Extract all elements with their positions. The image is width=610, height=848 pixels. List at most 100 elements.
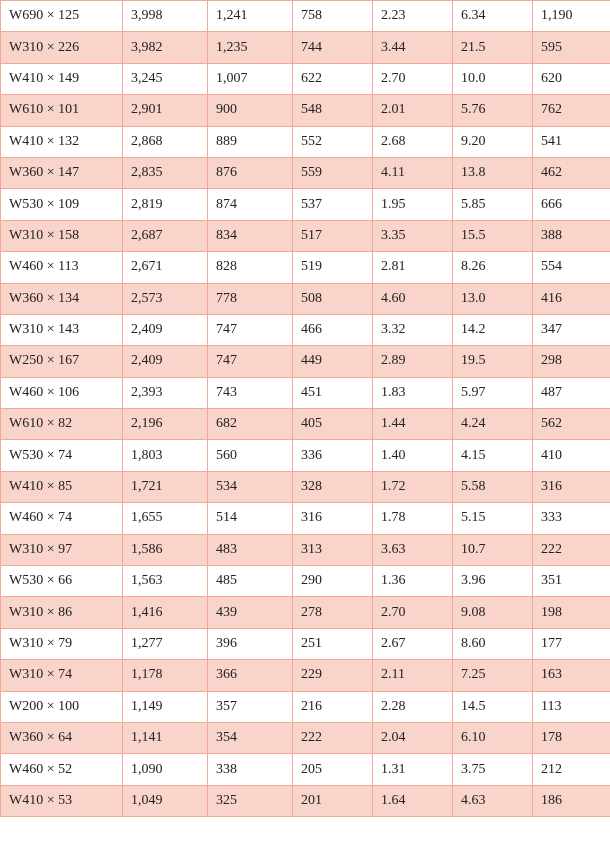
table-cell: 3.44 (373, 32, 453, 63)
table-row: W410 × 1493,2451,0076222.7010.0620 (1, 63, 610, 94)
table-cell: 2.11 (373, 660, 453, 691)
table-cell: 747 (208, 314, 293, 345)
table-cell: 4.24 (453, 409, 533, 440)
table-cell: 1,149 (123, 691, 208, 722)
table-cell: 1.36 (373, 566, 453, 597)
table-cell: W460 × 113 (1, 252, 123, 283)
table-cell: 3,998 (123, 1, 208, 32)
table-cell: 186 (533, 785, 610, 816)
table-cell: 338 (208, 754, 293, 785)
table-row: W310 × 861,4164392782.709.08198 (1, 597, 610, 628)
table-cell: 3.96 (453, 566, 533, 597)
table-cell: 1,416 (123, 597, 208, 628)
table-cell: 251 (293, 628, 373, 659)
table-cell: W460 × 74 (1, 503, 123, 534)
table-row: W310 × 2263,9821,2357443.4421.5595 (1, 32, 610, 63)
table-cell: 4.11 (373, 157, 453, 188)
table-row: W310 × 1582,6878345173.3515.5388 (1, 220, 610, 251)
table-cell: 1.72 (373, 471, 453, 502)
table-cell: 514 (208, 503, 293, 534)
table-row: W530 × 741,8035603361.404.15410 (1, 440, 610, 471)
table-row: W310 × 1432,4097474663.3214.2347 (1, 314, 610, 345)
table-row: W410 × 1322,8688895522.689.20541 (1, 126, 610, 157)
table-cell: 216 (293, 691, 373, 722)
table-cell: 743 (208, 377, 293, 408)
table-cell: 2,573 (123, 283, 208, 314)
table-cell: 4.15 (453, 440, 533, 471)
table-cell: 1,277 (123, 628, 208, 659)
table-cell: 357 (208, 691, 293, 722)
table-cell: 347 (533, 314, 610, 345)
table-cell: 900 (208, 95, 293, 126)
table-cell: 834 (208, 220, 293, 251)
table-row: W200 × 1001,1493572162.2814.5113 (1, 691, 610, 722)
table-cell: 2,409 (123, 346, 208, 377)
table-cell: 1,563 (123, 566, 208, 597)
table-cell: 366 (208, 660, 293, 691)
table-cell: 778 (208, 283, 293, 314)
table-cell: 333 (533, 503, 610, 534)
table-cell: 548 (293, 95, 373, 126)
table-cell: 595 (533, 32, 610, 63)
table-cell: 1,721 (123, 471, 208, 502)
table-cell: W310 × 97 (1, 534, 123, 565)
table-cell: 1,235 (208, 32, 293, 63)
table-cell: W530 × 66 (1, 566, 123, 597)
table-row: W530 × 661,5634852901.363.96351 (1, 566, 610, 597)
table-cell: 222 (293, 722, 373, 753)
table-cell: 1,090 (123, 754, 208, 785)
table-cell: 1.95 (373, 189, 453, 220)
table-cell: 2.01 (373, 95, 453, 126)
table-cell: 3.63 (373, 534, 453, 565)
table-cell: 205 (293, 754, 373, 785)
table-cell: 2,868 (123, 126, 208, 157)
table-cell: 15.5 (453, 220, 533, 251)
table-cell: W310 × 79 (1, 628, 123, 659)
table-cell: 2.04 (373, 722, 453, 753)
table-cell: 762 (533, 95, 610, 126)
table-cell: W360 × 134 (1, 283, 123, 314)
table-cell: W610 × 82 (1, 409, 123, 440)
table-cell: 519 (293, 252, 373, 283)
table-cell: 1,190 (533, 1, 610, 32)
table-cell: 5.58 (453, 471, 533, 502)
table-cell: 1.64 (373, 785, 453, 816)
table-cell: 744 (293, 32, 373, 63)
table-cell: W690 × 125 (1, 1, 123, 32)
table-cell: 336 (293, 440, 373, 471)
table-cell: 201 (293, 785, 373, 816)
table-cell: 682 (208, 409, 293, 440)
table-cell: 2.70 (373, 597, 453, 628)
table-row: W410 × 851,7215343281.725.58316 (1, 471, 610, 502)
table-row: W250 × 1672,4097474492.8919.5298 (1, 346, 610, 377)
table-cell: 876 (208, 157, 293, 188)
table-cell: 2,901 (123, 95, 208, 126)
table-cell: 9.08 (453, 597, 533, 628)
table-cell: 537 (293, 189, 373, 220)
table-cell: 3,982 (123, 32, 208, 63)
table-cell: W200 × 100 (1, 691, 123, 722)
table-cell: 316 (533, 471, 610, 502)
table-cell: W410 × 149 (1, 63, 123, 94)
table-cell: 2,409 (123, 314, 208, 345)
table-cell: 222 (533, 534, 610, 565)
table-cell: 10.7 (453, 534, 533, 565)
table-cell: 405 (293, 409, 373, 440)
table-cell: 1,586 (123, 534, 208, 565)
table-cell: W360 × 64 (1, 722, 123, 753)
table-cell: 620 (533, 63, 610, 94)
table-cell: 666 (533, 189, 610, 220)
table-cell: 7.25 (453, 660, 533, 691)
table-cell: W460 × 52 (1, 754, 123, 785)
table-cell: 1,655 (123, 503, 208, 534)
table-cell: 2.81 (373, 252, 453, 283)
table-cell: 758 (293, 1, 373, 32)
table-cell: W310 × 86 (1, 597, 123, 628)
table-cell: 485 (208, 566, 293, 597)
table-row: W610 × 1012,9019005482.015.76762 (1, 95, 610, 126)
table-cell: W360 × 147 (1, 157, 123, 188)
table-cell: 1,007 (208, 63, 293, 94)
table-cell: 889 (208, 126, 293, 157)
table-cell: 2,819 (123, 189, 208, 220)
table-cell: 5.15 (453, 503, 533, 534)
